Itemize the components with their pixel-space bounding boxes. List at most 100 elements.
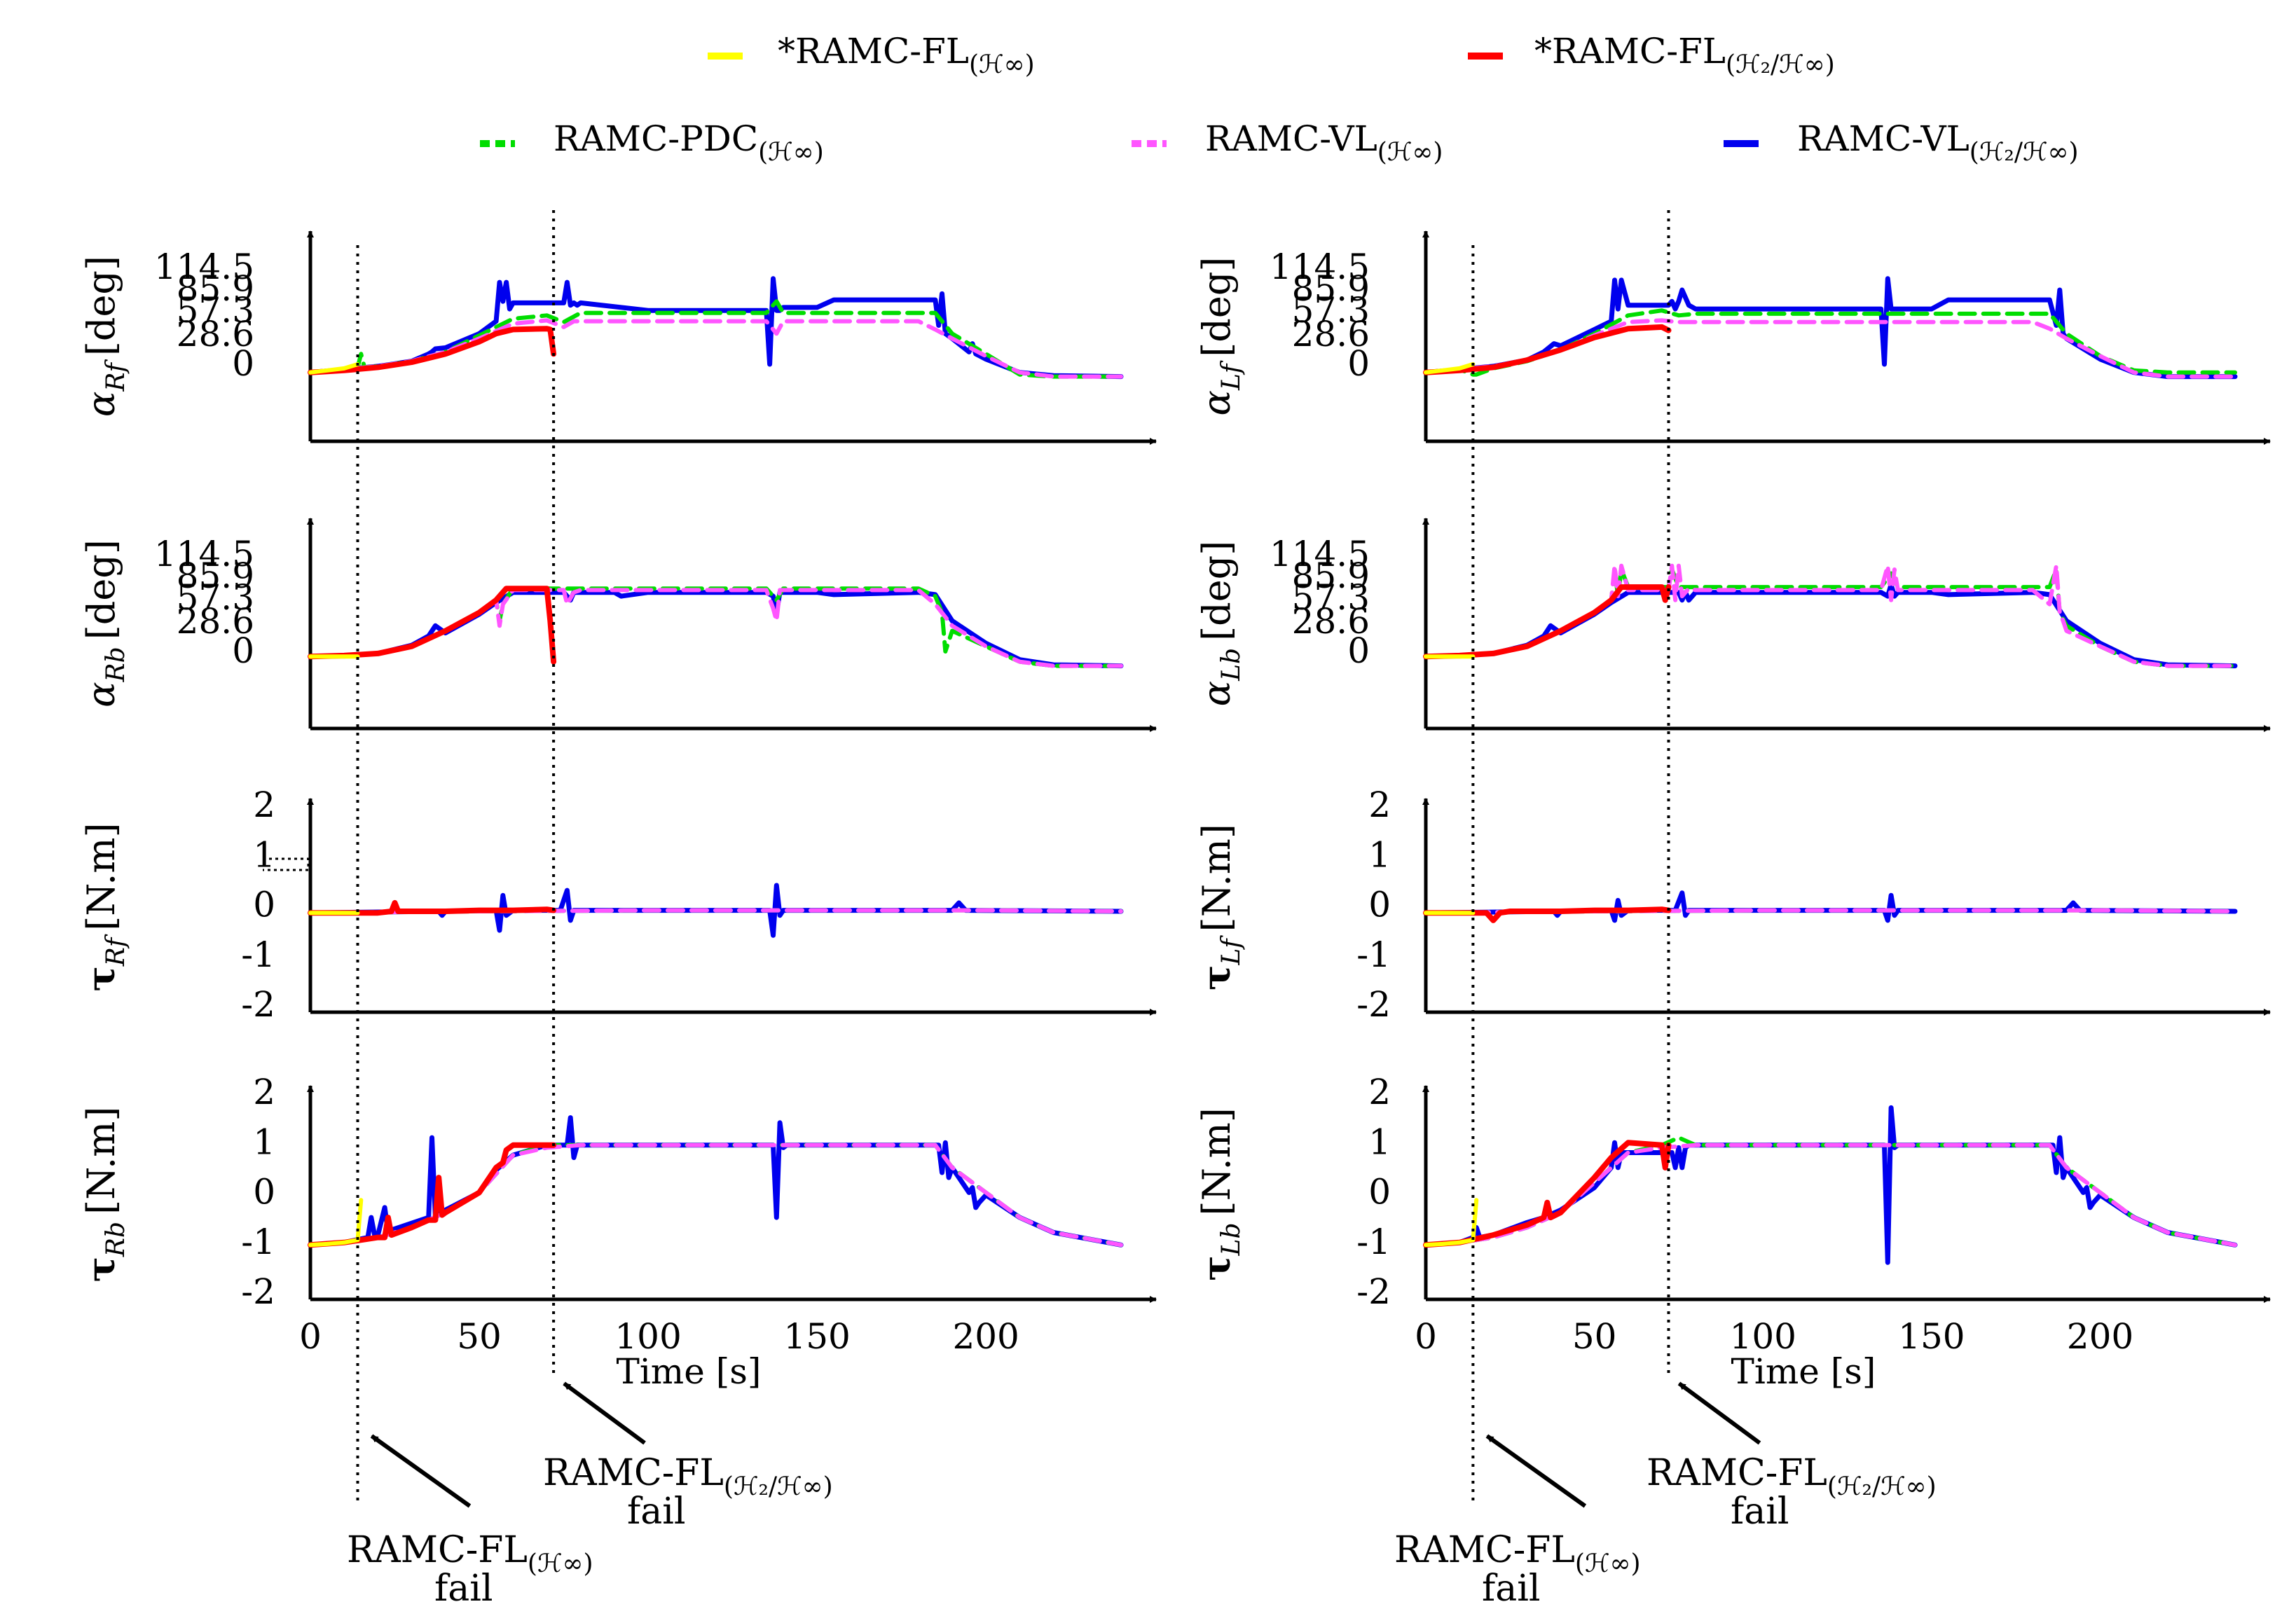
ytick-alpha_Rb-4: 0 (232, 630, 254, 671)
series-alpha_Lf-fl_h2hinf (1423, 324, 1672, 375)
ylabel-alpha_Lf: αLf[deg] (1195, 257, 1246, 416)
legend-label-vl_h2hinf-main: RAMC-VL (1797, 118, 1970, 159)
series-tau_Lb-vl_hinf (1424, 1142, 2237, 1248)
ytick-tau_Rb-1: 1 (253, 1121, 275, 1162)
fail2-label-right-side: RAMC-FL(ℋ₂/ℋ∞) (543, 1452, 833, 1501)
ytick-tau_Rb-4: -2 (241, 1271, 275, 1312)
ytick-tau_Lf-2: 0 (1368, 885, 1391, 925)
xtick-left-side-1: 50 (1572, 1316, 1617, 1357)
inset-mark (263, 857, 310, 871)
series-tau_Rb-vl_h2hinf (308, 1115, 1124, 1248)
ytick-tau_Rf-3: -1 (241, 934, 275, 975)
legend-label-pdc_hinf: RAMC-PDC(ℋ∞) (554, 118, 824, 167)
xtick-right-side-2: 100 (614, 1316, 681, 1357)
ylabel-main-alpha_Rf: α (79, 392, 123, 417)
ylabel-main-alpha_Rb: α (79, 682, 123, 707)
ylabel-alpha_Lb: αLb [deg] (1195, 541, 1246, 707)
xtick-right-side-3: 150 (783, 1316, 850, 1357)
ytick-alpha_Rf-2: 57.3 (177, 290, 254, 331)
series-tau_Rb-fl_hinf (308, 1198, 364, 1248)
ylabel-sub-alpha_Lb: Lb (1217, 648, 1246, 682)
panel-tau_Lb: 2 1 0 -1 -2 τLb [N.m] 0 50 100 150 200 Time [s] (1194, 1072, 2271, 1392)
ytick-tau_Rf-4: -2 (241, 984, 275, 1025)
fail1-label-left-side: RAMC-FL(ℋ∞) (1394, 1529, 1641, 1578)
series-alpha_Lf-pdc_hinf (1424, 308, 2237, 377)
ytick-alpha_Rf-0: 114.5 (154, 247, 254, 287)
ylabel-sub-alpha_Rb: Rb (102, 647, 130, 682)
series-alpha_Rf-fl_hinf (308, 362, 360, 375)
xtick-right-side-1: 50 (457, 1316, 502, 1357)
fail2-word-left-side: fail (1731, 1491, 1789, 1533)
ylabel-unit-alpha_Rf: [deg] (79, 256, 123, 356)
ylabel-alpha_Rf: αRf[deg] (79, 256, 130, 417)
series-tau_Lb-vl_h2hinf (1423, 1105, 2238, 1265)
series-tau_Lf-vl_hinf (1424, 908, 2237, 916)
ylabel-unit-alpha_Rb: [deg] (79, 539, 123, 640)
ylabel-sub-alpha_Rf: Rf (102, 359, 130, 392)
ytick-alpha_Rb-3: 28.6 (177, 601, 254, 642)
legend-label-vl_h2hinf-sub: (ℋ₂/ℋ∞) (1970, 138, 2079, 167)
xtick-left-side-2: 100 (1730, 1316, 1796, 1357)
panel-alpha_Rb: 114.585.957.328.60 αRb [deg] (79, 518, 1157, 732)
fail2-label-left-side-main: RAMC-FL (1647, 1452, 1827, 1494)
ylabel-tau_Lb: τLb [N.m] (1194, 1107, 1246, 1281)
series-tau_Rf-vl_hinf (308, 908, 1123, 916)
ylabel-sub-tau_Rf: Rf (102, 934, 130, 967)
fail2-label-right-side-main: RAMC-FL (543, 1452, 724, 1494)
ytick-alpha_Rf-1: 85.9 (177, 268, 254, 309)
xtick-left-side-3: 150 (1898, 1316, 1965, 1357)
legend-label-fl_h2hinf: *RAMC-FL(ℋ₂/ℋ∞) (1534, 31, 1835, 79)
panel-alpha_Rf: 114.585.957.328.60 αRf[deg] (79, 230, 1157, 445)
ytick-tau_Rb-0: 2 (253, 1072, 275, 1112)
ylabel-main-tau_Lb: τ (1194, 1255, 1239, 1280)
ylabel-main-tau_Rb: τ (78, 1257, 123, 1282)
xtick-right-side-0: 0 (299, 1316, 322, 1357)
legend-label-fl_hinf: *RAMC-FL(ℋ∞) (778, 31, 1035, 79)
ytick-alpha_Lb-4: 0 (1347, 630, 1370, 671)
annotations: RAMC-FL(ℋ∞)failRAMC-FL(ℋ₂/ℋ∞)failRAMC-FL… (347, 210, 1937, 1610)
series-tau_Lf-fl_h2hinf (1423, 906, 1672, 923)
ytick-tau_Lb-0: 2 (1368, 1072, 1391, 1112)
legend-label-pdc_hinf-main: RAMC-PDC (554, 118, 758, 159)
panel-alpha_Lf: 114.585.957.328.60 αLf[deg] (1195, 230, 2271, 445)
panel-tau_Rf: 2 1 0 -1 -2 τRf [N.m] (78, 785, 1157, 1025)
fail2-label-left-side-sub: (ℋ₂/ℋ∞) (1827, 1472, 1937, 1501)
ytick-alpha_Lf-3: 28.6 (1292, 314, 1370, 354)
ytick-tau_Lf-1: 1 (1368, 834, 1391, 875)
ytick-tau_Rf-0: 2 (253, 785, 275, 825)
ytick-alpha_Lb-0: 114.5 (1270, 534, 1370, 574)
ylabel-unit-tau_Rb: [N.m] (79, 1107, 123, 1215)
fail1-word-left-side: fail (1482, 1568, 1541, 1610)
ylabel-unit-tau_Lf: [N.m] (1195, 824, 1239, 932)
xlabel-left-side: Time [s] (1731, 1351, 1876, 1392)
ylabel-sub-alpha_Lf: Lf (1217, 360, 1246, 391)
fail-arrow-1-left-side (1485, 1434, 1587, 1508)
ytick-alpha_Lb-1: 85.9 (1292, 555, 1370, 596)
series-tau_Rb-fl_h2hinf (308, 1142, 557, 1248)
ytick-alpha_Rf-4: 0 (232, 343, 254, 384)
ylabel-main-alpha_Lb: α (1195, 681, 1239, 706)
ytick-alpha_Lb-2: 57.3 (1292, 577, 1370, 618)
legend-label-fl_h2hinf-sub: (ℋ₂/ℋ∞) (1726, 50, 1835, 79)
series-tau_Lb-pdc_hinf (1424, 1135, 2237, 1248)
fail1-label-right-side-main: RAMC-FL (347, 1529, 528, 1571)
legend-label-vl_h2hinf: RAMC-VL(ℋ₂/ℋ∞) (1797, 118, 2079, 167)
ytick-tau_Lb-3: -1 (1356, 1222, 1391, 1262)
series-alpha_Lf-vl_h2hinf (1423, 276, 2238, 380)
xtick-right-side-4: 200 (952, 1316, 1019, 1357)
ylabel-sub-tau_Lf: Lf (1217, 935, 1246, 966)
ytick-tau_Lb-4: -2 (1356, 1271, 1391, 1312)
xlabel-right-side: Time [s] (616, 1351, 761, 1392)
legend-label-fl_hinf-main: *RAMC-FL (778, 31, 969, 71)
ylabel-unit-tau_Rf: [N.m] (79, 822, 123, 930)
fail-arrow-2-left-side (1677, 1381, 1761, 1445)
ytick-alpha_Rb-1: 85.9 (177, 555, 254, 596)
xtick-left-side-4: 200 (2067, 1316, 2133, 1357)
ytick-tau_Rf-1: 1 (253, 834, 275, 875)
ylabel-main-tau_Rf: τ (78, 966, 123, 991)
ylabel-alpha_Rb: αRb [deg] (79, 539, 130, 707)
series-tau_Lf-vl_h2hinf (1423, 890, 2238, 923)
legend-label-vl_hinf: RAMC-VL(ℋ∞) (1205, 118, 1443, 167)
